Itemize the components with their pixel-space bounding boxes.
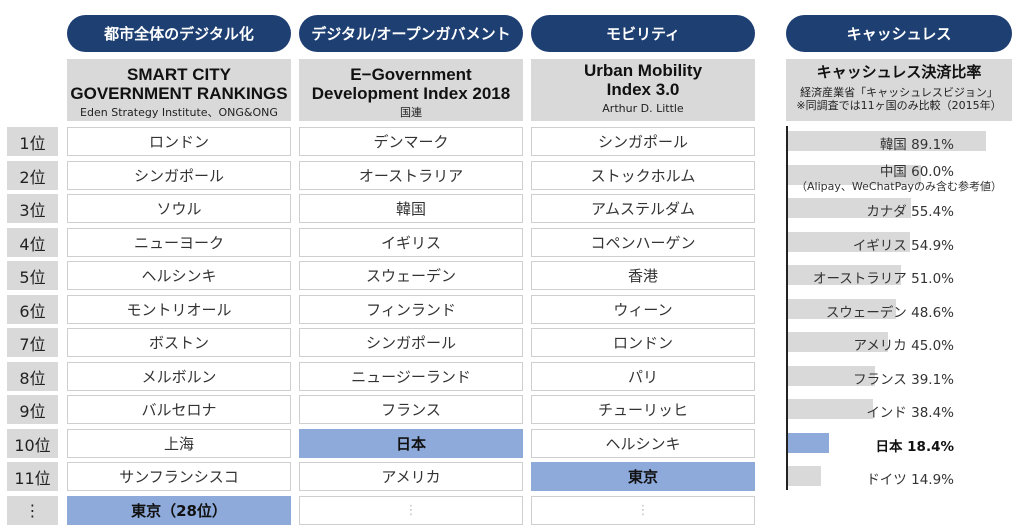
bar-10 <box>788 466 821 486</box>
bar-6 <box>788 332 888 352</box>
header-source: Arthur D. Little <box>602 102 684 115</box>
category-city-digitalization: 都市全体のデジタル化 <box>67 15 291 52</box>
category-cashless: キャッシュレス <box>786 15 1012 52</box>
table-cell: ⋮ <box>531 496 755 525</box>
rank-label: 10位 <box>7 429 58 458</box>
table-cell: サンフランシスコ <box>67 462 291 491</box>
table-cell: ニューヨーク <box>67 228 291 257</box>
bar-label: 韓国 89.1% <box>879 137 954 153</box>
table-cell: ニュージーランド <box>299 362 523 391</box>
bar-label: イギリス 54.9% <box>852 238 954 254</box>
rank-label: 11位 <box>7 462 58 491</box>
table-cell: 東京 <box>531 462 755 491</box>
rank-label: 9位 <box>7 395 58 424</box>
table-cell: パリ <box>531 362 755 391</box>
bar-label: アメリカ 45.0% <box>853 338 954 354</box>
table-cell: シンガポール <box>299 328 523 357</box>
rank-label: 3位 <box>7 194 58 223</box>
bar-label: カナダ 55.4% <box>866 204 954 220</box>
table-cell: シンガポール <box>67 161 291 190</box>
header-cashless: キャッシュレス決済比率 経済産業省「キャッシュレスビジョン」 ※同調査では11ヶ… <box>786 59 1012 121</box>
table-cell: ロンドン <box>531 328 755 357</box>
table-cell: フィンランド <box>299 295 523 324</box>
header-egov: E−Government Development Index 2018 国連 <box>299 59 523 121</box>
bar-label: インド 38.4% <box>866 405 954 421</box>
header-title-line1: SMART CITY <box>127 65 231 84</box>
header-title-line2: GOVERNMENT RANKINGS <box>70 84 288 103</box>
rank-label: 5位 <box>7 261 58 290</box>
bar-9 <box>788 433 829 453</box>
table-cell: ソウル <box>67 194 291 223</box>
header-source-line1: 経済産業省「キャッシュレスビジョン」 <box>800 86 998 99</box>
table-cell: イギリス <box>299 228 523 257</box>
table-cell: スウェーデン <box>299 261 523 290</box>
header-source: 国連 <box>400 106 422 119</box>
table-cell: コペンハーゲン <box>531 228 755 257</box>
rank-label: 1位 <box>7 127 58 156</box>
table-cell: シンガポール <box>531 127 755 156</box>
rank-label: 7位 <box>7 328 58 357</box>
table-cell: オーストラリア <box>299 161 523 190</box>
rank-label: ⋮ <box>7 496 58 525</box>
table-cell: ボストン <box>67 328 291 357</box>
table-cell: アムステルダム <box>531 194 755 223</box>
bar-label: ドイツ 14.9% <box>866 472 954 488</box>
category-mobility: モビリティ <box>531 15 755 52</box>
table-cell: メルボルン <box>67 362 291 391</box>
rank-label: 8位 <box>7 362 58 391</box>
bar-1 <box>788 165 921 185</box>
table-cell: 香港 <box>531 261 755 290</box>
header-mobility: Urban Mobility Index 3.0 Arthur D. Littl… <box>531 59 755 121</box>
category-open-government: デジタル/オープンガバメント <box>299 15 523 52</box>
bar-4 <box>788 265 901 285</box>
header-source: Eden Strategy Institute、ONG&ONG <box>80 106 278 119</box>
bar-label: フランス 39.1% <box>853 372 954 388</box>
table-cell: ウィーン <box>531 295 755 324</box>
table-cell: ストックホルム <box>531 161 755 190</box>
table-cell: フランス <box>299 395 523 424</box>
bar-label: 中国 60.0% <box>879 164 954 180</box>
table-cell: チューリッヒ <box>531 395 755 424</box>
bar-8 <box>788 399 873 419</box>
rank-label: 2位 <box>7 161 58 190</box>
table-cell: ロンドン <box>67 127 291 156</box>
bar-label: 日本 18.4% <box>875 439 954 455</box>
header-title-line1: E−Government <box>350 65 472 84</box>
header-title-line1: Urban Mobility <box>583 61 703 80</box>
table-cell: 上海 <box>67 429 291 458</box>
rank-label: 6位 <box>7 295 58 324</box>
table-cell: ヘルシンキ <box>531 429 755 458</box>
table-cell: 日本 <box>299 429 523 458</box>
bar-5 <box>788 299 896 319</box>
header-source-line2: ※同調査では11ヶ国のみ比較（2015年） <box>796 99 1002 112</box>
header-title: キャッシュレス決済比率 <box>816 63 982 81</box>
table-cell: モントリオール <box>67 295 291 324</box>
china-note: （Alipay、WeChatPayのみ含む参考値） <box>796 180 1002 193</box>
table-cell: 東京（28位） <box>67 496 291 525</box>
bar-3 <box>788 232 910 252</box>
bar-0 <box>788 131 986 151</box>
bar-2 <box>788 198 911 218</box>
table-cell: バルセロナ <box>67 395 291 424</box>
bar-label: オーストラリア 51.0% <box>812 271 954 287</box>
bar-label: スウェーデン 48.6% <box>825 305 954 321</box>
table-cell: アメリカ <box>299 462 523 491</box>
header-title-line2: Development Index 2018 <box>311 84 511 103</box>
bar-7 <box>788 366 875 386</box>
table-cell: ヘルシンキ <box>67 261 291 290</box>
table-cell: ⋮ <box>299 496 523 525</box>
header-smart-city: SMART CITY GOVERNMENT RANKINGS Eden Stra… <box>67 59 291 121</box>
table-cell: デンマーク <box>299 127 523 156</box>
rank-label: 4位 <box>7 228 58 257</box>
table-cell: 韓国 <box>299 194 523 223</box>
chart-axis <box>786 126 788 490</box>
header-title-line2: Index 3.0 <box>606 80 680 99</box>
